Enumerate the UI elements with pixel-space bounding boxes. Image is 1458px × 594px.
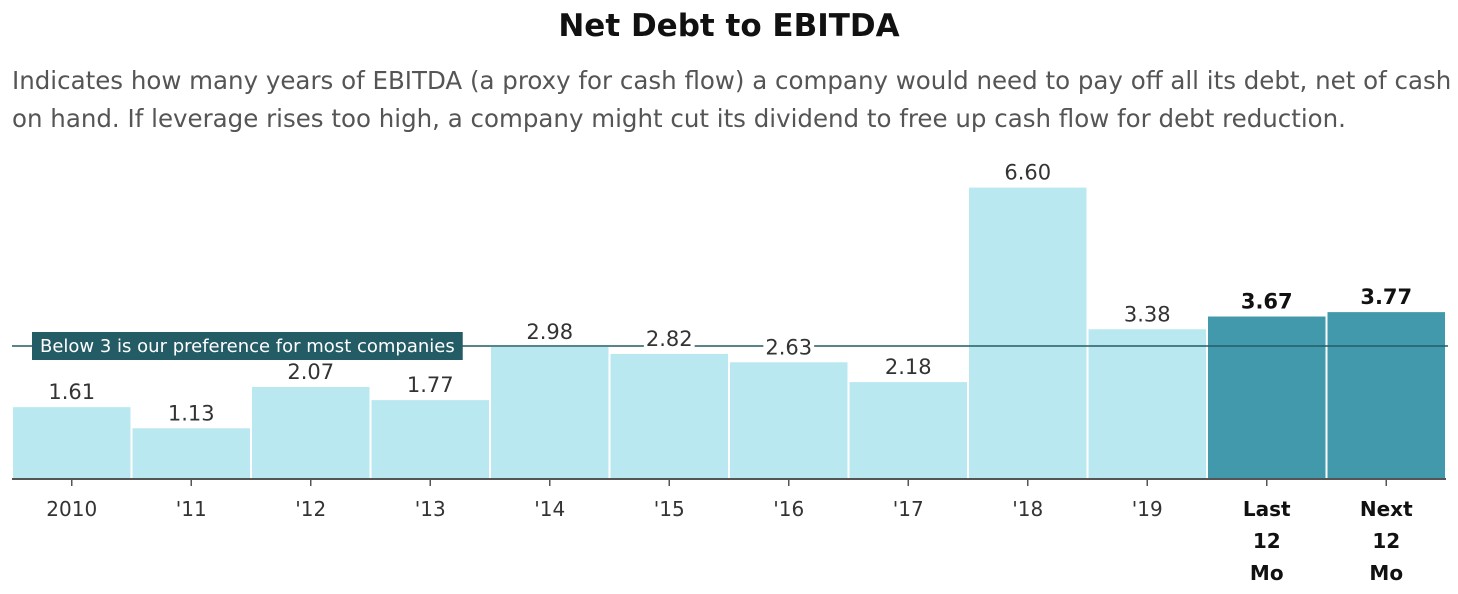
bar-6 [730,362,848,478]
value-label-6: 2.63 [765,335,812,359]
value-label-7: 2.18 [885,355,932,379]
bars-group [13,187,1445,478]
x-tick-label-11: Next 12 Mo [1360,497,1413,585]
bar-1 [132,428,250,478]
x-tick-label-8: '18 [1012,497,1043,521]
x-tick-label-1: '11 [176,497,207,521]
x-tick-label-9: '19 [1132,497,1163,521]
chart-title: Net Debt to EBITDA [558,8,900,44]
bar-11 [1327,312,1445,478]
x-tick-label-3: '13 [415,497,446,521]
value-label-halo-5 [643,326,695,351]
value-label-11: 3.77 [1360,285,1412,309]
bar-3 [371,400,489,478]
value-label-0: 1.61 [48,380,95,404]
x-tick-label-0: 2010 [46,497,97,521]
bar-4 [491,346,609,478]
bar-2 [252,386,370,478]
x-tick-label-5: '15 [654,497,685,521]
value-label-2: 2.07 [287,360,334,384]
value-label-10: 3.67 [1241,290,1293,314]
bar-8 [969,187,1087,478]
x-tick-label-7: '17 [893,497,924,521]
x-tick-label-2: '12 [295,497,326,521]
bar-7 [849,382,967,478]
value-label-3: 1.77 [407,373,454,397]
value-label-5: 2.82 [646,327,693,351]
value-labels-group: 1.61 1.13 2.07 1.77 2.98 2.82 2.63 2.18 6.60 3.38… [48,161,1412,426]
x-tick-label-4: '14 [534,497,565,521]
value-label-8: 6.60 [1004,161,1051,185]
x-axis: 2010 '11 '12 '13 '14 '15 '16 '17 '18 '19 Last 12 Mo N… [12,478,1446,585]
x-tick-label-6: '16 [773,497,804,521]
value-label-1: 1.13 [168,401,215,425]
bar-0 [13,407,131,478]
value-label-4: 2.98 [526,320,573,344]
x-tick-label-10: Last 12 Mo [1243,497,1291,585]
bar-10 [1208,316,1326,478]
bar-9 [1088,329,1206,478]
bar-5 [610,353,728,478]
value-label-halo-6 [763,335,815,360]
reference-label: Below 3 is our preference for most compa… [40,336,455,357]
reference-label-background [32,332,463,360]
chart-subtitle: Indicates how many years of EBITDA (a pr… [12,66,1452,133]
value-label-9: 3.38 [1124,302,1171,326]
reference-group: Below 3 is our preference for most compa… [12,332,1448,360]
